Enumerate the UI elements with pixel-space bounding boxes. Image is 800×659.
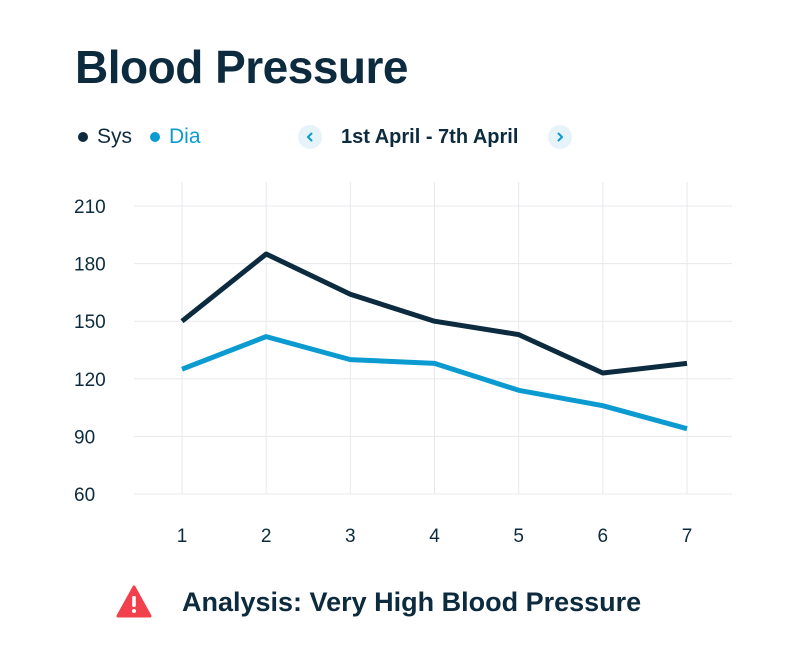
chart-grid <box>134 182 732 495</box>
chart-controls: Sys Dia 1st April - 7th April <box>78 122 678 152</box>
legend-dia-label: Dia <box>169 125 201 148</box>
y-tick-label: 60 <box>74 485 95 506</box>
next-week-button[interactable] <box>548 125 572 149</box>
legend-dia-dot <box>150 132 160 142</box>
y-tick-label: 150 <box>74 312 106 333</box>
y-tick-label: 210 <box>74 197 106 218</box>
chevron-right-icon <box>557 132 563 142</box>
date-range-label: 1st April - 7th April <box>341 126 519 148</box>
x-tick-label: 1 <box>177 526 188 547</box>
series-line-dia <box>181 334 688 432</box>
x-tick-label: 5 <box>513 526 524 547</box>
y-tick-label: 120 <box>74 370 106 391</box>
analysis-banner: Analysis: Very High Blood Pressure <box>116 582 641 622</box>
x-tick-label: 3 <box>345 526 356 547</box>
x-tick-label: 2 <box>261 526 272 547</box>
analysis-text: Analysis: Very High Blood Pressure <box>182 586 642 617</box>
prev-week-button[interactable] <box>298 125 322 149</box>
page-title: Blood Pressure <box>75 41 409 93</box>
y-tick-label: 90 <box>74 427 95 448</box>
legend-dia: Dia <box>150 122 201 152</box>
y-axis-ticks: 60 90 120 150 180 210 <box>74 197 106 506</box>
chart-series <box>180 251 688 432</box>
series-line-sys <box>180 251 688 376</box>
x-tick-label: 6 <box>598 526 609 547</box>
x-tick-label: 7 <box>682 526 693 547</box>
legend-sys-dot <box>78 132 88 142</box>
y-tick-label: 180 <box>74 255 106 276</box>
x-axis-ticks: 1 2 3 4 5 6 7 <box>177 526 693 547</box>
blood-pressure-chart: 60 90 120 150 180 210 1 2 3 4 5 6 7 <box>74 182 732 547</box>
x-tick-label: 4 <box>429 526 440 547</box>
legend-sys-label: Sys <box>97 125 133 148</box>
warning-icon <box>116 585 152 618</box>
legend-sys: Sys <box>78 122 132 152</box>
chevron-left-icon <box>307 132 313 142</box>
